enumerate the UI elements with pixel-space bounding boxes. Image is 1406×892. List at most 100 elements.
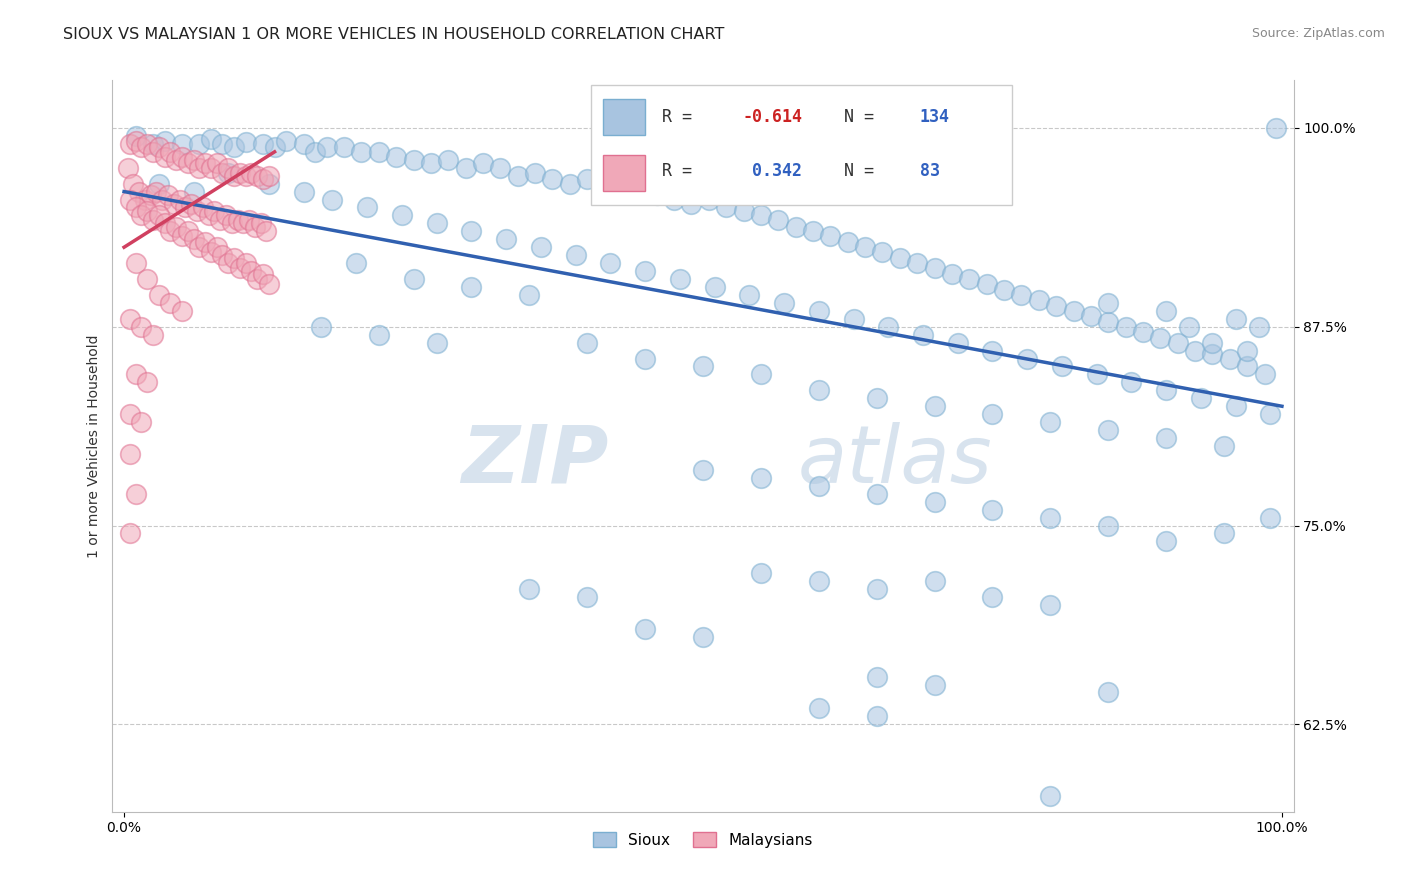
Point [131,319,153,334]
Point [118,311,141,326]
Point [238,213,260,227]
Point [669,272,692,286]
Point [215,209,238,223]
Point [524,165,547,179]
Text: atlas: atlas [797,422,993,500]
Point [1236,359,1258,374]
Point [159,224,181,238]
Point [240,165,263,179]
Point [124,128,146,143]
Point [807,303,830,318]
Point [517,288,540,302]
Y-axis label: 1 or more Vehicles in Household: 1 or more Vehicles in Household [87,334,101,558]
Point [924,677,946,691]
Point [576,335,599,350]
Point [309,319,332,334]
Point [217,161,239,175]
Point [1154,534,1177,549]
Point [807,701,830,715]
Point [183,153,205,167]
Point [576,172,599,186]
Point [662,193,685,207]
Point [714,201,737,215]
Point [1213,439,1236,453]
Point [211,136,233,151]
Point [749,566,772,581]
Point [163,197,186,211]
Point [460,280,482,294]
Point [186,203,208,218]
Point [240,264,263,278]
Point [183,185,205,199]
Point [131,140,153,154]
Point [136,376,159,390]
Point [738,288,761,302]
Point [820,229,842,244]
Point [1201,335,1223,350]
Point [350,145,373,159]
Point [807,384,830,398]
Point [304,145,326,159]
Point [344,256,367,270]
Point [226,213,249,227]
Point [1063,303,1085,318]
Point [1132,325,1154,339]
Point [773,296,796,310]
Point [118,447,141,461]
Point [221,216,243,230]
Point [165,219,187,234]
Text: R =: R = [662,162,692,180]
Point [460,224,482,238]
Point [315,140,337,154]
Point [252,267,274,281]
Point [495,232,517,246]
Point [188,136,211,151]
Point [1154,431,1177,445]
Point [124,368,146,382]
Point [356,201,378,215]
Point [200,245,222,260]
Text: -0.614: -0.614 [742,108,803,127]
Point [257,277,280,291]
Point [1213,526,1236,541]
Point [1253,368,1275,382]
Point [807,479,830,493]
Point [1154,303,1177,318]
Text: ZIP: ZIP [461,422,609,500]
Point [993,283,1015,297]
Point [136,136,159,151]
Point [174,201,197,215]
Point [170,136,193,151]
Point [866,709,889,723]
Point [866,392,889,406]
Point [517,582,540,596]
Point [981,343,1004,358]
Point [117,161,139,175]
Legend: Sioux, Malaysians: Sioux, Malaysians [585,824,821,855]
Point [170,229,193,244]
Point [628,185,651,199]
Point [1080,309,1102,323]
Point [749,209,772,223]
Point [1167,335,1189,350]
Point [252,172,274,186]
Point [872,245,894,260]
Point [148,288,170,302]
Point [924,494,946,508]
Point [183,232,205,246]
Point [142,136,165,151]
Point [118,407,141,421]
Point [610,181,633,195]
Point [911,327,934,342]
Point [391,209,413,223]
Point [530,240,553,254]
Point [402,272,425,286]
Point [191,201,214,215]
Point [229,260,252,275]
Text: 0.342: 0.342 [742,162,803,180]
Point [142,327,165,342]
Point [1039,510,1062,524]
Point [976,277,998,291]
Point [180,197,202,211]
Point [118,136,141,151]
